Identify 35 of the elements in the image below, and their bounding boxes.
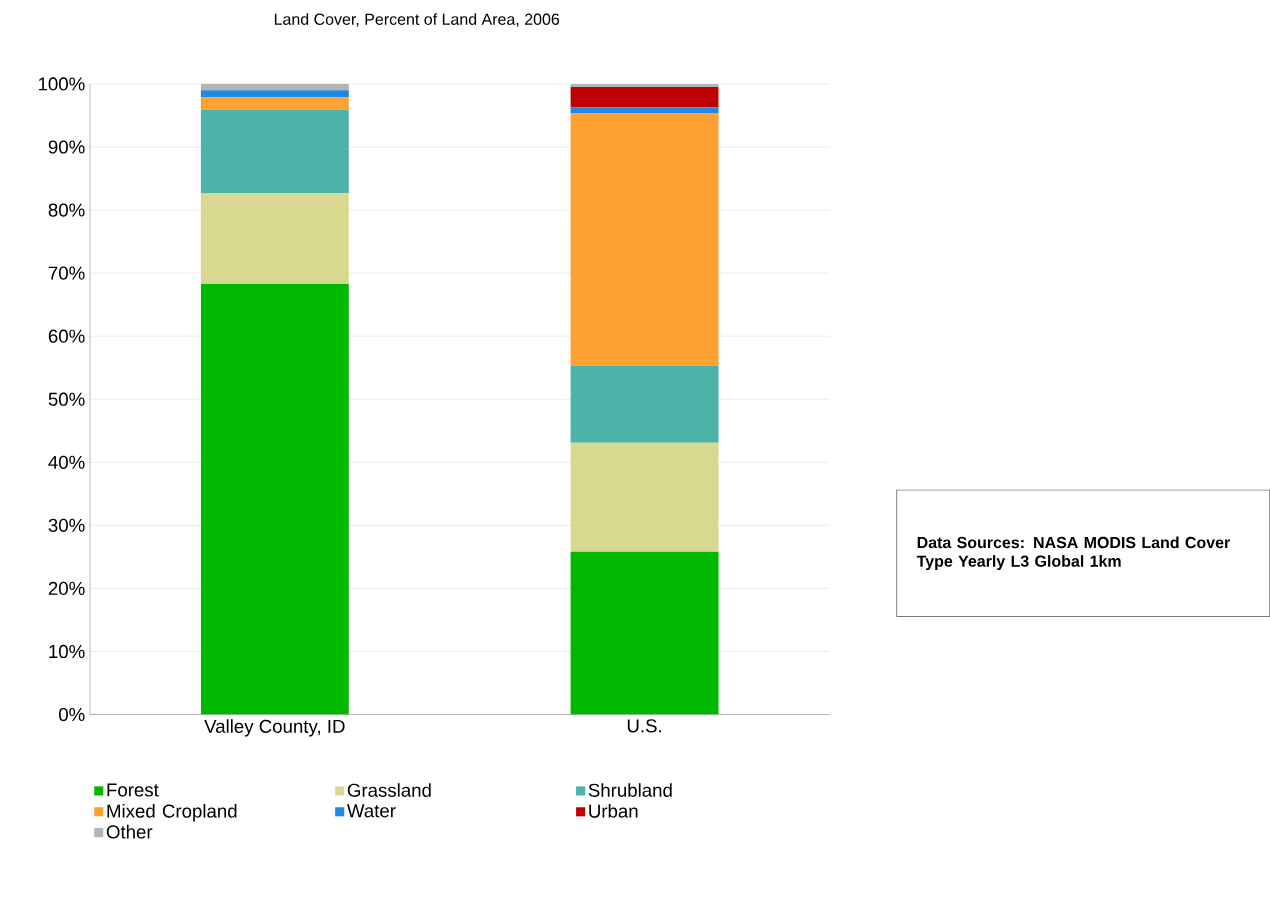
y-tick-label: 10% xyxy=(49,644,85,658)
x-tick-label: U.S. xyxy=(627,719,662,733)
legend-label: Other xyxy=(106,824,153,839)
legend-label: Forest xyxy=(107,783,159,797)
y-tick-label: 90% xyxy=(48,140,85,154)
bar xyxy=(200,283,349,715)
legend-label: Grassland xyxy=(347,782,431,797)
legend-label: Urban xyxy=(589,803,638,818)
bar xyxy=(570,365,719,443)
bar xyxy=(200,96,349,110)
y-tick-label: 30% xyxy=(48,518,85,532)
bar xyxy=(200,109,349,193)
bar xyxy=(200,192,349,284)
bar xyxy=(570,551,719,715)
y-tick-label: 50% xyxy=(48,392,85,406)
bar xyxy=(200,90,349,97)
bar xyxy=(200,83,349,91)
chart-title: Land Cover, Percent of Land Area, 2006 xyxy=(274,12,560,27)
text: Data Sources: NASA MODIS Land Cover Type Yearly L3 Global 1km xyxy=(916,536,1230,570)
bar xyxy=(570,83,719,87)
bar xyxy=(570,442,719,552)
y-tick-label: 40% xyxy=(48,455,85,469)
bar xyxy=(570,113,719,366)
y-tick-label: 100% xyxy=(38,77,85,91)
y-tick-label: 60% xyxy=(48,329,85,343)
y-tick-label: 80% xyxy=(48,203,85,217)
y-tick-label: 70% xyxy=(48,266,85,280)
y-tick-label: 20% xyxy=(48,581,85,595)
bar xyxy=(570,107,719,114)
bar xyxy=(570,86,719,108)
legend-label: Water xyxy=(346,804,396,818)
y-tick-label: 0% xyxy=(59,707,85,721)
legend-label: Shrubland xyxy=(588,782,672,797)
legend-label: Mixed Cropland xyxy=(107,803,237,822)
x-tick-label: Valley County, ID xyxy=(204,719,345,737)
